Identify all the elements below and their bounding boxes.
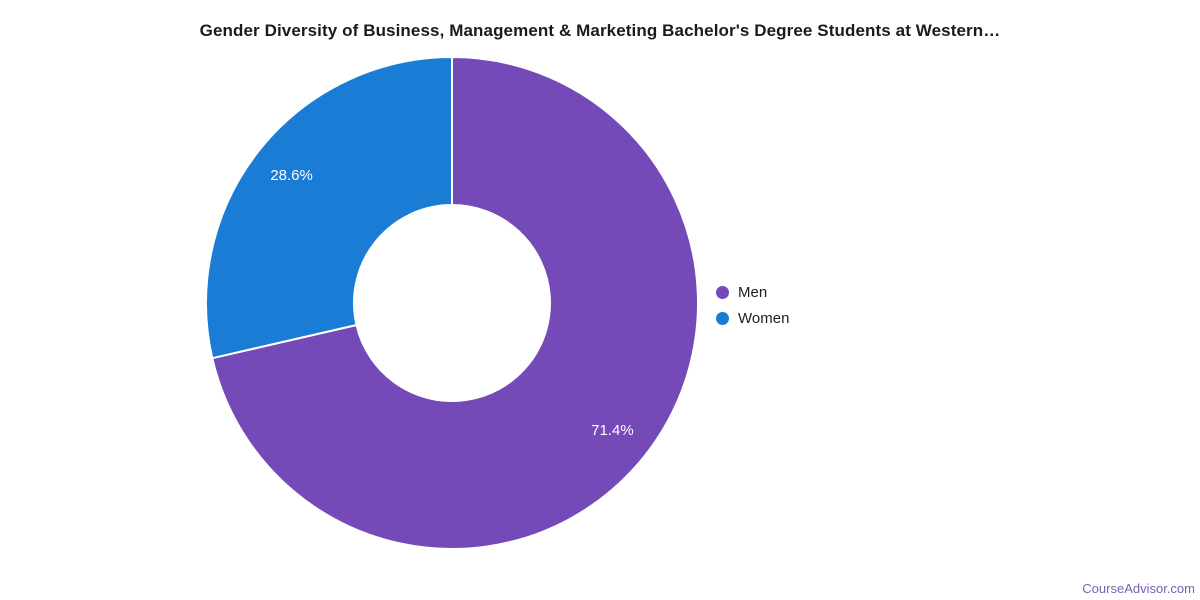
legend-item-men[interactable]: Men: [716, 279, 789, 305]
pie-slice-men[interactable]: [211, 56, 699, 550]
legend-label-men: Men: [738, 283, 768, 301]
legend-swatch-men-icon: [716, 285, 729, 299]
legend-item-women[interactable]: Women: [716, 305, 789, 331]
legend-label-women: Women: [738, 309, 790, 327]
legend: Men Women: [716, 279, 789, 331]
attribution-link[interactable]: CourseAdvisor.com: [1082, 581, 1195, 596]
slice-label-women: 28.6%: [270, 167, 313, 184]
chart-title: Gender Diversity of Business, Management…: [199, 21, 1001, 40]
pie-slice-women[interactable]: [205, 56, 453, 360]
slice-label-men: 71.4%: [591, 422, 634, 439]
legend-swatch-women-icon: [716, 311, 729, 325]
